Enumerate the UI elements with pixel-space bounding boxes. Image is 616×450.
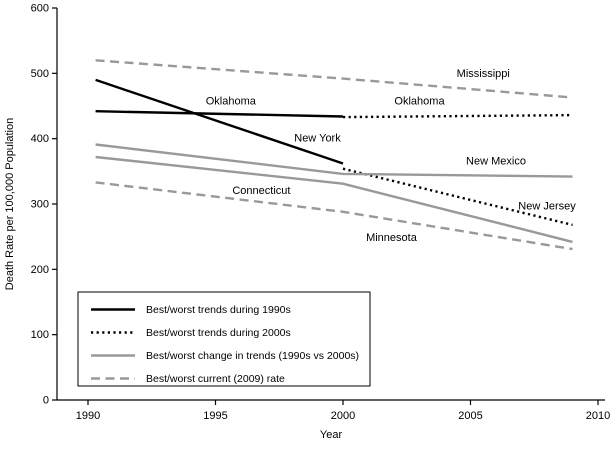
y-tick-label: 600 [31, 3, 49, 15]
state-label-oklahoma-2: Oklahoma [394, 95, 445, 107]
state-label-new-mexico-4: New Mexico [466, 155, 526, 167]
x-tick-label: 1995 [203, 410, 227, 422]
series-line-new-mexico-4 [95, 143, 573, 178]
legend-label-1: Best/worst trends during 2000s [146, 327, 291, 339]
series-line-minnesota-5 [95, 155, 573, 244]
x-tick-label: 1990 [76, 410, 100, 422]
x-axis-title: Year [320, 429, 343, 441]
series-line-oklahoma-2 [342, 113, 573, 119]
series-line-connecticut-7 [95, 181, 573, 251]
legend-label-2: Best/worst change in trends (1990s vs 20… [146, 350, 359, 362]
y-tick-label: 300 [31, 199, 49, 211]
series-line-new-jersey-3 [342, 167, 573, 227]
y-tick-label: 200 [31, 264, 49, 276]
x-tick-label: 2005 [458, 410, 482, 422]
state-label-new-york-3: New York [294, 133, 341, 145]
x-tick-label: 2000 [331, 410, 355, 422]
state-label-minnesota-7: Minnesota [366, 232, 418, 244]
state-label-oklahoma-1: Oklahoma [206, 95, 257, 107]
y-axis-title: Death Rate per 100,000 Population [4, 118, 16, 290]
x-tick-label: 2010 [586, 410, 610, 422]
series-line-mississippi-6 [95, 59, 573, 99]
series-line-oklahoma-1 [95, 110, 344, 118]
y-tick-label: 100 [31, 329, 49, 341]
y-tick-label: 500 [31, 68, 49, 80]
y-tick-label: 0 [43, 395, 49, 407]
legend-label-3: Best/worst current (2009) rate [146, 373, 285, 385]
legend-label-0: Best/worst trends during 1990s [146, 304, 291, 316]
legend-box [77, 291, 371, 387]
state-label-mississippi-0: Mississippi [457, 68, 510, 80]
series-line-new-york-0 [95, 78, 344, 165]
state-label-connecticut-5: Connecticut [232, 185, 290, 197]
y-tick-label: 400 [31, 133, 49, 145]
state-label-new-jersey-6: New Jersey [518, 200, 576, 212]
